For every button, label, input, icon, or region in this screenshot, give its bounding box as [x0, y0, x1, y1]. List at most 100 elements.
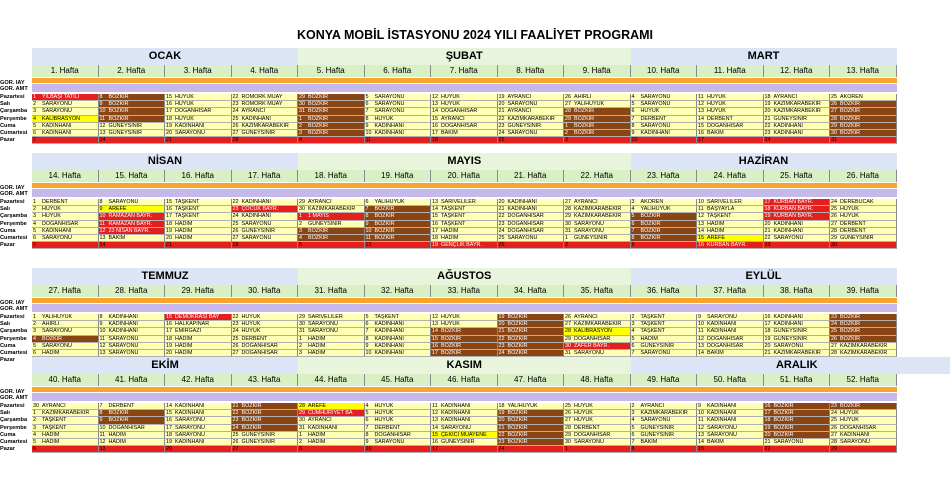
day-number: 8: [365, 213, 369, 220]
day-cell: 14 DERBENT: [697, 115, 764, 123]
day-cell: 30 ZAFER BAYR.: [564, 342, 631, 350]
day-number: 26: [232, 439, 239, 445]
day-location: HADIM: [42, 431, 60, 438]
day-number: 2: [299, 342, 302, 349]
gor-iay-row: [564, 298, 631, 303]
gor-amt-row: [763, 304, 830, 312]
gor-iay-row: [431, 387, 498, 392]
day-cell: 15 ÇEKİCİ MUAYENE: [431, 431, 498, 439]
day-cell: 21: [165, 137, 232, 145]
day-number: 6: [33, 446, 36, 453]
day-location: BOZKIR: [374, 206, 395, 213]
gor-amt-row: [298, 189, 365, 197]
day-location: AYRANCI: [42, 403, 66, 409]
day-location: BOZKIR: [840, 101, 861, 108]
day-number: 4: [631, 94, 635, 100]
day-cell: 11 KADINHANI: [697, 417, 764, 425]
day-number: 1: [565, 235, 568, 241]
gor-iay-row: [231, 387, 298, 392]
gor-iay-row: [298, 78, 365, 83]
day-location: KAZIMKARABEKİR: [840, 350, 888, 356]
day-cell: 31 BOZKIR: [298, 108, 365, 116]
day-number: 4: [33, 335, 36, 342]
day-cell: 19 BOZKIR: [763, 424, 830, 432]
day-location: SARAYÖNÜ: [42, 235, 72, 241]
quarter-band: GÖR. İAY GÖR. AMT Pazartesi Salı Çarşamba Per…: [0, 357, 950, 469]
day-location: KADINHANI: [707, 417, 737, 424]
day-number: 28: [299, 403, 305, 409]
day-cell: 31: [830, 137, 897, 145]
day-cell: 6 HÜYÜK: [630, 108, 697, 116]
row-label: Perşembe: [0, 220, 27, 227]
day-cell: 13 DOĞANHİSAR: [697, 342, 764, 350]
day-number: 2: [631, 314, 635, 320]
day-location: BOZKIR: [441, 328, 462, 335]
day-cell: 16 TAŞKENT: [431, 220, 498, 228]
day-location: SARAYÖNÜ: [42, 101, 72, 108]
day-location: DOĞANHİSAR: [441, 122, 478, 129]
row-label: Pazartesi: [0, 403, 25, 409]
day-cell: 25 BOZKIR: [830, 328, 897, 336]
day-location: ZAFER BAYR.: [574, 342, 609, 349]
gor-iay-row: [298, 298, 365, 303]
day-cell: 21 KADINHANI: [763, 227, 830, 235]
day-cell: 26 AYRANCI: [564, 314, 631, 322]
row-label: GÖR. İAY: [0, 185, 25, 191]
day-cell: 9 BOZKIR: [98, 101, 165, 109]
day-location: HÜYÜK: [574, 410, 593, 417]
day-location: KAZIMKARABEKİR: [241, 122, 289, 129]
day-location: GÜNEYSINIR: [640, 342, 675, 349]
day-location: HÜYÜK: [640, 108, 660, 115]
day-location: GÜNEYSINIR: [840, 235, 874, 241]
gor-iay-row: [98, 78, 165, 83]
day-location: HADIM: [441, 227, 459, 234]
week-header: 47. Hafta: [497, 374, 564, 386]
day-location: KAZIMKARABEKİR: [640, 410, 688, 417]
day-cell: 27 KAZIMKARABEKİR: [564, 321, 631, 329]
day-location: CUMHURİYET BA: [308, 410, 353, 417]
day-cell: 10: [364, 446, 431, 454]
day-number: 5: [631, 424, 635, 431]
day-cell: 24 AYRANCI: [231, 108, 298, 116]
day-location: DOĞANHİSAR: [840, 424, 877, 431]
day-number: 6: [631, 431, 635, 438]
day-number: 9: [698, 403, 701, 409]
day-location: KADINHANI: [374, 321, 404, 328]
day-number: 21: [498, 424, 505, 431]
day-cell: 29 CUMHURİYET BA: [298, 410, 365, 418]
day-cell: 23 BOZKIR: [830, 314, 897, 322]
day-number: 14: [432, 424, 438, 431]
day-cell: 15 DOĞANHİSAR: [697, 122, 764, 130]
gor-iay-row: [697, 298, 764, 303]
day-location: DEREBUCAK: [840, 199, 874, 205]
day-cell: 18 GÜNEYSINIR: [763, 328, 830, 336]
day-number: 3: [33, 108, 36, 115]
day-number: 26: [232, 227, 239, 234]
day-number: 10: [99, 328, 106, 335]
day-cell: 19 BOZKIR: [497, 410, 564, 418]
day-location: HÜYÜK: [241, 314, 261, 320]
day-cell: 11 RAMAZAN BAYR.: [98, 220, 165, 228]
day-cell: 8 BOZKIR: [364, 213, 431, 221]
day-number: 16: [166, 101, 172, 108]
day-number: 21: [764, 439, 771, 445]
day-cell: 14 SARAYÖNÜ: [431, 424, 498, 432]
day-number: 22: [232, 94, 239, 100]
week-header: 10. Hafta: [630, 65, 697, 77]
day-location: BOZKIR: [574, 115, 595, 122]
gor-amt-row: [497, 189, 564, 197]
week-header: 44. Hafta: [298, 374, 365, 386]
day-cell: 31 SARAYÖNÜ: [564, 227, 631, 235]
day-number: 3: [299, 130, 302, 136]
day-cell: 7 SARAYÖNÜ: [364, 108, 431, 116]
day-number: 19: [764, 335, 771, 342]
day-location: KADINHANI: [773, 314, 803, 320]
day-cell: 12 TAŞKENT: [697, 213, 764, 221]
row-label: GÖR. AMT: [0, 191, 28, 197]
day-location: KADINHANI: [42, 122, 72, 129]
day-cell: 19 GENÇLİK BAYR.: [431, 242, 498, 250]
day-number: 9: [365, 122, 369, 129]
day-cell: 12 HÜYÜK: [431, 314, 498, 322]
week-header: 25. Hafta: [763, 170, 830, 182]
gor-iay-row: [165, 387, 232, 392]
